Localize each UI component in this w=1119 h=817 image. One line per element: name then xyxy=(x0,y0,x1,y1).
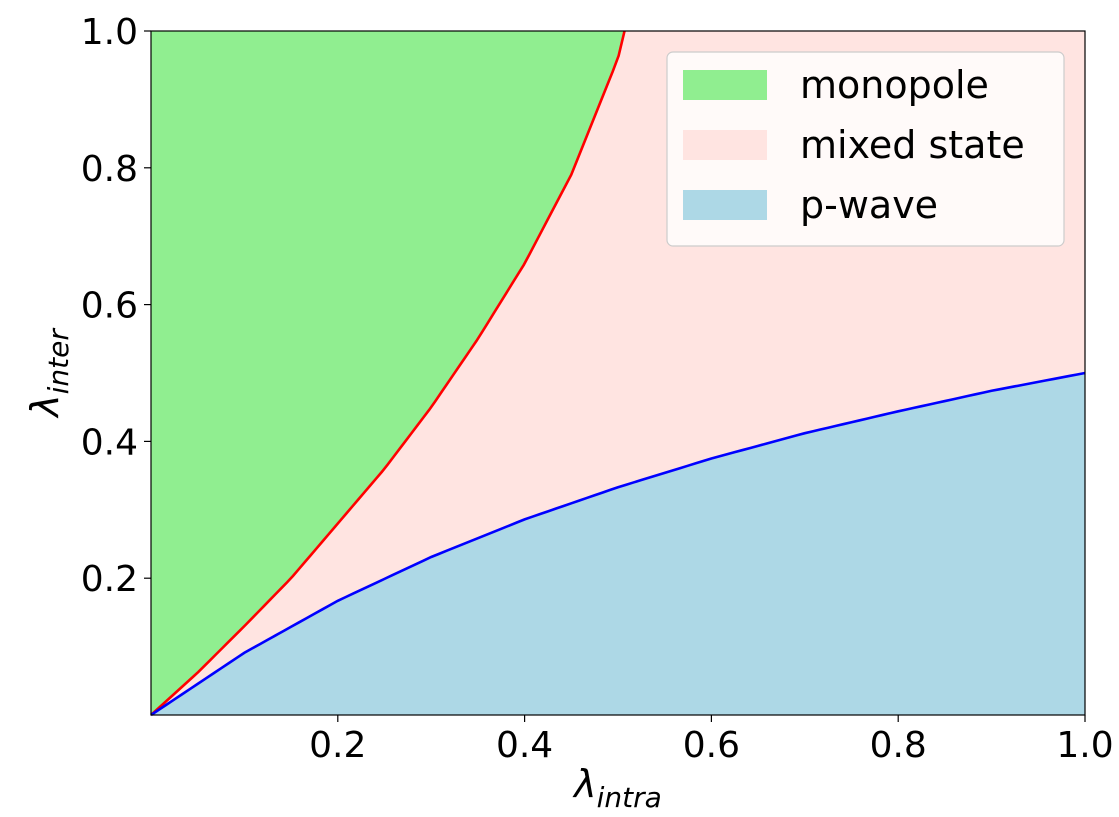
x-tick-label: 1.0 xyxy=(1056,725,1113,766)
y-axis-label-subscript: inter xyxy=(42,328,75,395)
legend-swatch xyxy=(683,130,767,160)
y-axis-ticks: 0.2 0.4 0.6 0.8 1.0 xyxy=(81,12,151,600)
legend-swatch xyxy=(683,70,767,100)
x-axis-label-symbol: λ xyxy=(572,762,597,806)
x-tick-label: 0.2 xyxy=(309,725,366,766)
legend-label: p-wave xyxy=(800,183,938,227)
y-tick-label: 0.6 xyxy=(81,286,138,327)
y-tick-label: 0.2 xyxy=(81,559,138,600)
x-tick-label: 0.4 xyxy=(496,725,553,766)
plot-frame xyxy=(150,30,1086,716)
x-tick-label: 0.8 xyxy=(870,725,927,766)
y-tick-label: 0.4 xyxy=(81,422,138,463)
lower-boundary-line xyxy=(150,371,1086,717)
x-axis-ticks: 0.2 0.4 0.6 0.8 1.0 xyxy=(309,715,1114,766)
legend-items: monopole mixed state p-wave xyxy=(683,63,1025,227)
x-axis-label-subscript: intra xyxy=(597,781,662,813)
x-axis-label: λintra xyxy=(572,762,662,813)
legend-label: mixed state xyxy=(800,123,1025,167)
region-fill-1 xyxy=(151,31,625,715)
region-fill-3 xyxy=(151,373,1085,715)
legend: monopole mixed state p-wave xyxy=(666,51,1065,247)
legend-label: monopole xyxy=(800,63,989,107)
legend-swatch xyxy=(683,190,767,220)
boundary-lines xyxy=(150,30,1086,717)
y-axis-label-symbol: λ xyxy=(23,394,67,419)
y-tick-label: 0.8 xyxy=(81,149,138,190)
upper-boundary-line xyxy=(150,30,626,716)
y-tick-label: 1.0 xyxy=(81,12,138,53)
y-axis-label: λinter xyxy=(23,328,75,419)
x-tick-label: 0.6 xyxy=(683,725,740,766)
